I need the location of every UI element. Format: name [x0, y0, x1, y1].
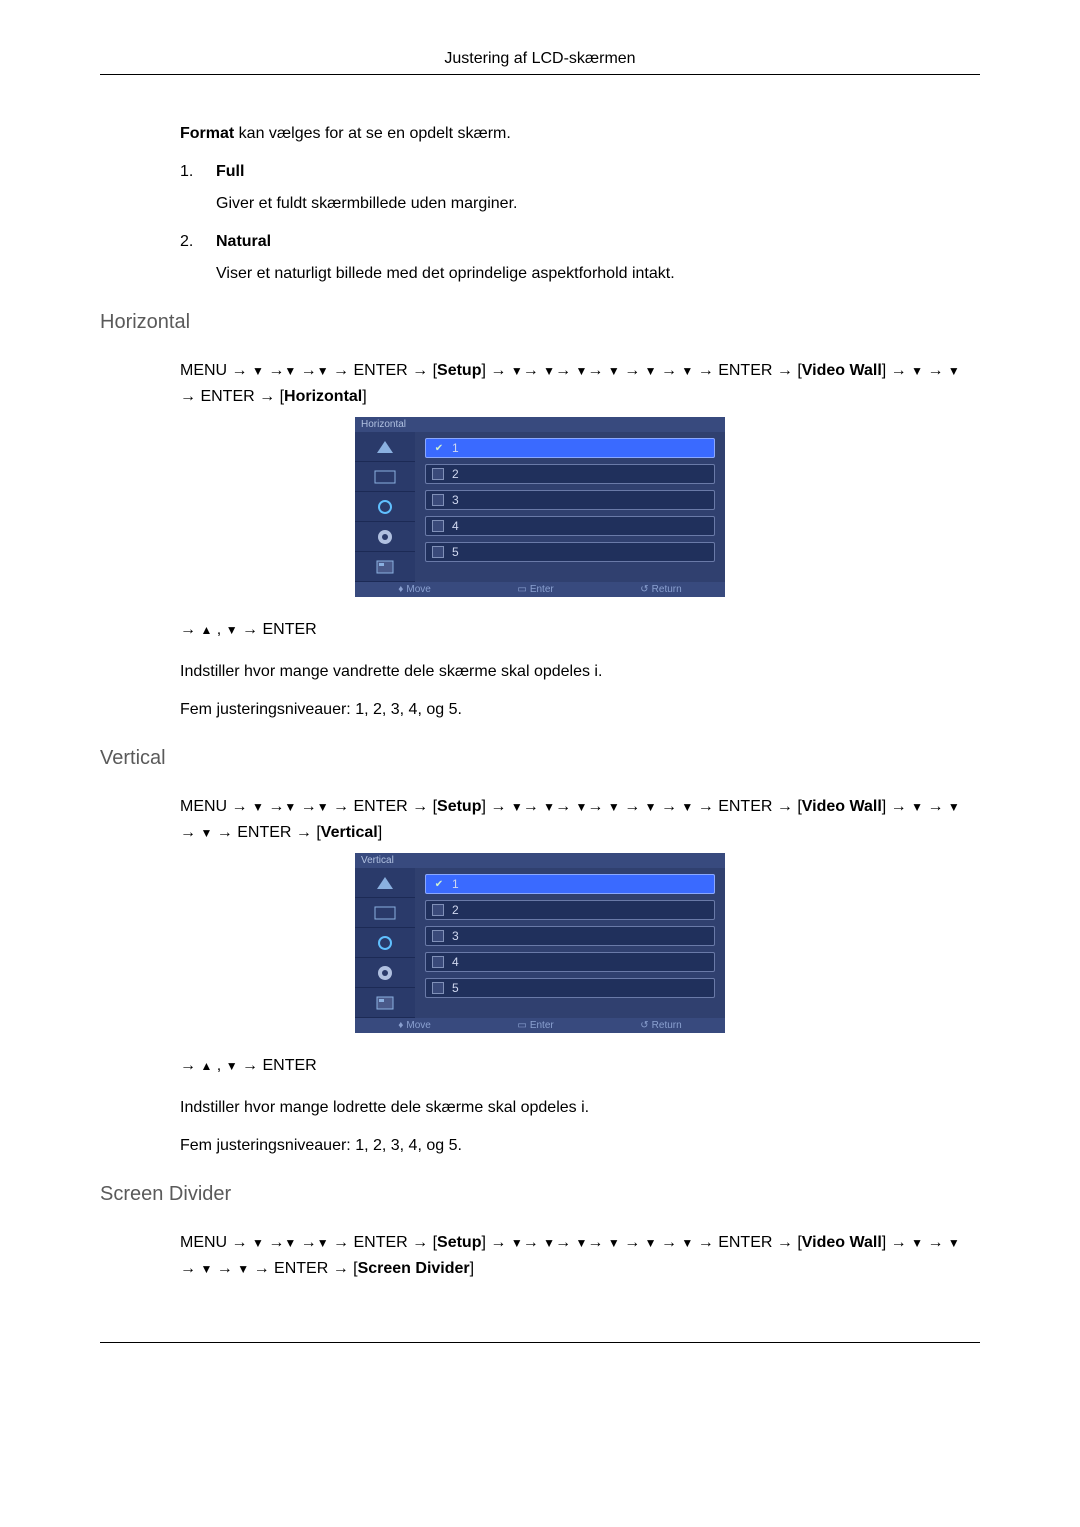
- checkbox-icon: [432, 956, 444, 968]
- updown-icon: ♦: [398, 584, 403, 595]
- intro-format-line: Format kan vælges for at se en opdelt sk…: [180, 125, 980, 143]
- body-horizontal-2: Fem justeringsniveauer: 1, 2, 3, 4, og 5…: [180, 701, 980, 719]
- checkbox-icon: [432, 546, 444, 558]
- osd-option-row[interactable]: 4: [425, 952, 715, 972]
- checkbox-icon: [432, 904, 444, 916]
- osd-body: ✔12345: [355, 432, 725, 582]
- osd-horizontal-wrap: Horizontal ✔12345 ♦ Move▭ Enter↺ Return: [100, 417, 980, 597]
- osd-sidebar-icon[interactable]: [355, 958, 415, 988]
- checkbox-icon: [432, 982, 444, 994]
- checkbox-icon: [432, 468, 444, 480]
- osd-footer-move: ♦ Move: [398, 584, 431, 595]
- osd-option-row[interactable]: 2: [425, 900, 715, 920]
- osd-option-row[interactable]: 3: [425, 490, 715, 510]
- check-icon: ✔: [432, 877, 446, 891]
- osd-option-row[interactable]: 4: [425, 516, 715, 536]
- osd-option-label: 4: [452, 955, 459, 969]
- page: Justering af LCD-skærmen Format kan vælg…: [0, 0, 1080, 1383]
- nav-sequence-screen-divider: MENU → ▼ →▼ →▼ → ENTER → [Setup] → ▼→ ▼→…: [180, 1230, 980, 1281]
- heading-horizontal: Horizontal: [100, 311, 980, 334]
- osd-footer-move: ♦ Move: [398, 1020, 431, 1031]
- osd-sidebar-icon[interactable]: [355, 462, 415, 492]
- body-vertical-1: Indstiller hvor mange lodrette dele skær…: [180, 1099, 980, 1117]
- list-item: 1. Full: [180, 163, 980, 181]
- heading-screen-divider: Screen Divider: [100, 1183, 980, 1206]
- osd-option-label: 1: [452, 877, 459, 891]
- checkbox-icon: [432, 520, 444, 532]
- checkbox-icon: [432, 494, 444, 506]
- osd-option-row[interactable]: 3: [425, 926, 715, 946]
- osd-main: ✔12345: [415, 432, 725, 582]
- page-header-title: Justering af LCD-skærmen: [100, 50, 980, 75]
- osd-sidebar-icon[interactable]: [355, 552, 415, 582]
- osd-option-row[interactable]: ✔1: [425, 874, 715, 894]
- checkbox-icon: [432, 930, 444, 942]
- osd-option-label: 2: [452, 467, 459, 481]
- osd-sidebar: [355, 868, 415, 1018]
- osd-footer: ♦ Move ▭ Enter ↺ Return: [355, 1018, 725, 1033]
- check-icon: ✔: [432, 441, 446, 455]
- osd-footer-enter: ▭ Enter: [517, 584, 553, 595]
- nav-sequence-vertical: MENU → ▼ →▼ →▼ → ENTER → [Setup] → ▼→ ▼→…: [180, 794, 980, 845]
- list-number: 2.: [180, 233, 216, 251]
- osd-sidebar-icon[interactable]: [355, 898, 415, 928]
- osd-footer-enter: ▭ Enter: [517, 1020, 553, 1031]
- osd-option-label: 5: [452, 545, 459, 559]
- body-vertical-2: Fem justeringsniveauer: 1, 2, 3, 4, og 5…: [180, 1137, 980, 1155]
- osd-panel: Horizontal ✔12345 ♦ Move▭ Enter↺ Return: [355, 417, 725, 597]
- osd-vertical-wrap: Vertical ✔12345 ♦ Move▭ Enter↺ Return: [100, 853, 980, 1033]
- osd-option-row[interactable]: 5: [425, 978, 715, 998]
- list-label-natural: Natural: [216, 233, 271, 251]
- osd-option-label: 5: [452, 981, 459, 995]
- return-icon: ↺: [640, 584, 648, 595]
- osd-title: Horizontal: [355, 417, 725, 432]
- format-rest: kan vælges for at se en opdelt skærm.: [234, 125, 511, 142]
- updown-icon: ♦: [398, 1020, 403, 1031]
- osd-footer-return: ↺ Return: [640, 1020, 681, 1031]
- osd-panel: Vertical ✔12345 ♦ Move▭ Enter↺ Return: [355, 853, 725, 1033]
- return-icon: ↺: [640, 1020, 648, 1031]
- post-nav-vertical: → ▲ , ▼ → ENTER: [180, 1057, 980, 1075]
- osd-body: ✔12345: [355, 868, 725, 1018]
- list-item: 2. Natural: [180, 233, 980, 251]
- format-bold: Format: [180, 125, 234, 142]
- list-desc-full: Giver et fuldt skærmbillede uden margine…: [216, 195, 980, 213]
- osd-option-label: 3: [452, 929, 459, 943]
- heading-vertical: Vertical: [100, 747, 980, 770]
- post-nav-horizontal: → ▲ , ▼ → ENTER: [180, 621, 980, 639]
- osd-title: Vertical: [355, 853, 725, 868]
- osd-sidebar-icon[interactable]: [355, 928, 415, 958]
- osd-sidebar-icon[interactable]: [355, 522, 415, 552]
- osd-footer-return: ↺ Return: [640, 584, 681, 595]
- osd-option-label: 3: [452, 493, 459, 507]
- osd-option-label: 1: [452, 441, 459, 455]
- body-horizontal-1: Indstiller hvor mange vandrette dele skæ…: [180, 663, 980, 681]
- osd-option-row[interactable]: 2: [425, 464, 715, 484]
- nav-sequence-horizontal: MENU → ▼ →▼ →▼ → ENTER → [Setup] → ▼→ ▼→…: [180, 358, 980, 409]
- list-label-full: Full: [216, 163, 244, 181]
- list-number: 1.: [180, 163, 216, 181]
- osd-main: ✔12345: [415, 868, 725, 1018]
- osd-sidebar: [355, 432, 415, 582]
- osd-sidebar-icon[interactable]: [355, 868, 415, 898]
- enter-icon: ▭: [517, 584, 526, 595]
- osd-sidebar-icon[interactable]: [355, 432, 415, 462]
- osd-option-label: 4: [452, 519, 459, 533]
- osd-sidebar-icon[interactable]: [355, 988, 415, 1018]
- osd-footer: ♦ Move ▭ Enter ↺ Return: [355, 582, 725, 597]
- osd-sidebar-icon[interactable]: [355, 492, 415, 522]
- footer-rule: [100, 1342, 980, 1343]
- list-desc-natural: Viser et naturligt billede med det oprin…: [216, 265, 980, 283]
- osd-option-row[interactable]: 5: [425, 542, 715, 562]
- osd-option-row[interactable]: ✔1: [425, 438, 715, 458]
- enter-icon: ▭: [517, 1020, 526, 1031]
- osd-option-label: 2: [452, 903, 459, 917]
